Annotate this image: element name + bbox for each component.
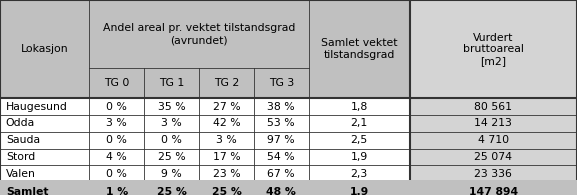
Bar xyxy=(199,165,254,182)
Text: 2,5: 2,5 xyxy=(351,135,368,145)
Text: 2,3: 2,3 xyxy=(351,169,368,179)
Text: 23 %: 23 % xyxy=(213,169,240,179)
Bar xyxy=(0,165,89,182)
Bar xyxy=(89,182,144,195)
Text: TG 2: TG 2 xyxy=(214,78,239,88)
Text: Haugesund: Haugesund xyxy=(6,102,68,112)
Bar xyxy=(144,115,199,132)
Bar xyxy=(410,115,577,132)
Text: 1 %: 1 % xyxy=(106,187,128,195)
Text: 3 %: 3 % xyxy=(216,135,237,145)
Text: TG 0: TG 0 xyxy=(104,78,129,88)
Bar xyxy=(410,132,577,149)
Text: 23 336: 23 336 xyxy=(474,169,512,179)
Bar xyxy=(0,115,89,132)
Text: Stord: Stord xyxy=(6,152,35,162)
Text: 0 %: 0 % xyxy=(106,135,128,145)
Bar xyxy=(0,0,89,98)
Bar xyxy=(89,98,144,115)
Bar xyxy=(309,182,410,195)
Bar xyxy=(254,182,309,195)
Bar xyxy=(309,132,410,149)
Text: Samlet vektet
tilstandsgrad: Samlet vektet tilstandsgrad xyxy=(321,38,398,60)
Text: TG 3: TG 3 xyxy=(269,78,294,88)
Text: 1,9: 1,9 xyxy=(351,152,368,162)
Bar xyxy=(0,98,89,115)
Text: 3 %: 3 % xyxy=(162,118,182,128)
Bar xyxy=(89,68,309,98)
Bar xyxy=(89,149,144,165)
Bar xyxy=(410,149,577,165)
Bar xyxy=(89,132,144,149)
Text: 25 074: 25 074 xyxy=(474,152,512,162)
Bar xyxy=(254,149,309,165)
Bar xyxy=(199,182,254,195)
Bar xyxy=(410,0,577,98)
Text: 25 %: 25 % xyxy=(212,187,241,195)
Text: 4 %: 4 % xyxy=(107,152,127,162)
Text: 48 %: 48 % xyxy=(267,187,296,195)
Bar xyxy=(199,98,254,115)
Text: Sauda: Sauda xyxy=(6,135,40,145)
Bar xyxy=(199,115,254,132)
Text: 27 %: 27 % xyxy=(213,102,240,112)
Bar xyxy=(309,0,410,98)
Text: 9 %: 9 % xyxy=(162,169,182,179)
Text: 42 %: 42 % xyxy=(213,118,240,128)
Text: Valen: Valen xyxy=(6,169,36,179)
Bar xyxy=(144,182,199,195)
Bar xyxy=(410,98,577,115)
Text: 1,8: 1,8 xyxy=(351,102,368,112)
Text: 0 %: 0 % xyxy=(161,135,182,145)
Text: 147 894: 147 894 xyxy=(469,187,518,195)
Text: 25 %: 25 % xyxy=(157,187,186,195)
Bar xyxy=(0,149,89,165)
Bar xyxy=(89,0,309,68)
Text: 35 %: 35 % xyxy=(158,102,185,112)
Bar xyxy=(254,132,309,149)
Text: 1,9: 1,9 xyxy=(350,187,369,195)
Bar xyxy=(309,149,410,165)
Text: 0 %: 0 % xyxy=(106,169,128,179)
Text: Vurdert
bruttoareal
[m2]: Vurdert bruttoareal [m2] xyxy=(463,33,524,66)
Text: 25 %: 25 % xyxy=(158,152,185,162)
Text: 54 %: 54 % xyxy=(268,152,295,162)
Bar xyxy=(309,115,410,132)
Bar xyxy=(144,165,199,182)
Bar xyxy=(144,98,199,115)
Text: Lokasjon: Lokasjon xyxy=(21,44,69,54)
Text: TG 1: TG 1 xyxy=(159,78,184,88)
Bar xyxy=(309,165,410,182)
Bar xyxy=(309,98,410,115)
Text: 0 %: 0 % xyxy=(106,102,128,112)
Bar xyxy=(144,149,199,165)
Text: Odda: Odda xyxy=(6,118,35,128)
Text: 17 %: 17 % xyxy=(213,152,240,162)
Text: 2,1: 2,1 xyxy=(351,118,368,128)
Bar xyxy=(0,132,89,149)
Text: Samlet: Samlet xyxy=(6,187,48,195)
Bar xyxy=(199,149,254,165)
Text: 14 213: 14 213 xyxy=(474,118,512,128)
Bar xyxy=(410,182,577,195)
Bar xyxy=(254,165,309,182)
Text: 38 %: 38 % xyxy=(268,102,295,112)
Bar xyxy=(89,165,144,182)
Text: 3 %: 3 % xyxy=(107,118,127,128)
Bar xyxy=(144,132,199,149)
Bar xyxy=(254,98,309,115)
Bar xyxy=(0,182,89,195)
Bar xyxy=(89,115,144,132)
Bar xyxy=(254,115,309,132)
Text: 97 %: 97 % xyxy=(268,135,295,145)
Text: 67 %: 67 % xyxy=(268,169,295,179)
Text: Andel areal pr. vektet tilstandsgrad
(avrundet): Andel areal pr. vektet tilstandsgrad (av… xyxy=(103,23,295,45)
Bar xyxy=(199,132,254,149)
Text: 4 710: 4 710 xyxy=(478,135,509,145)
Text: 53 %: 53 % xyxy=(268,118,295,128)
Bar xyxy=(410,165,577,182)
Text: 80 561: 80 561 xyxy=(474,102,512,112)
